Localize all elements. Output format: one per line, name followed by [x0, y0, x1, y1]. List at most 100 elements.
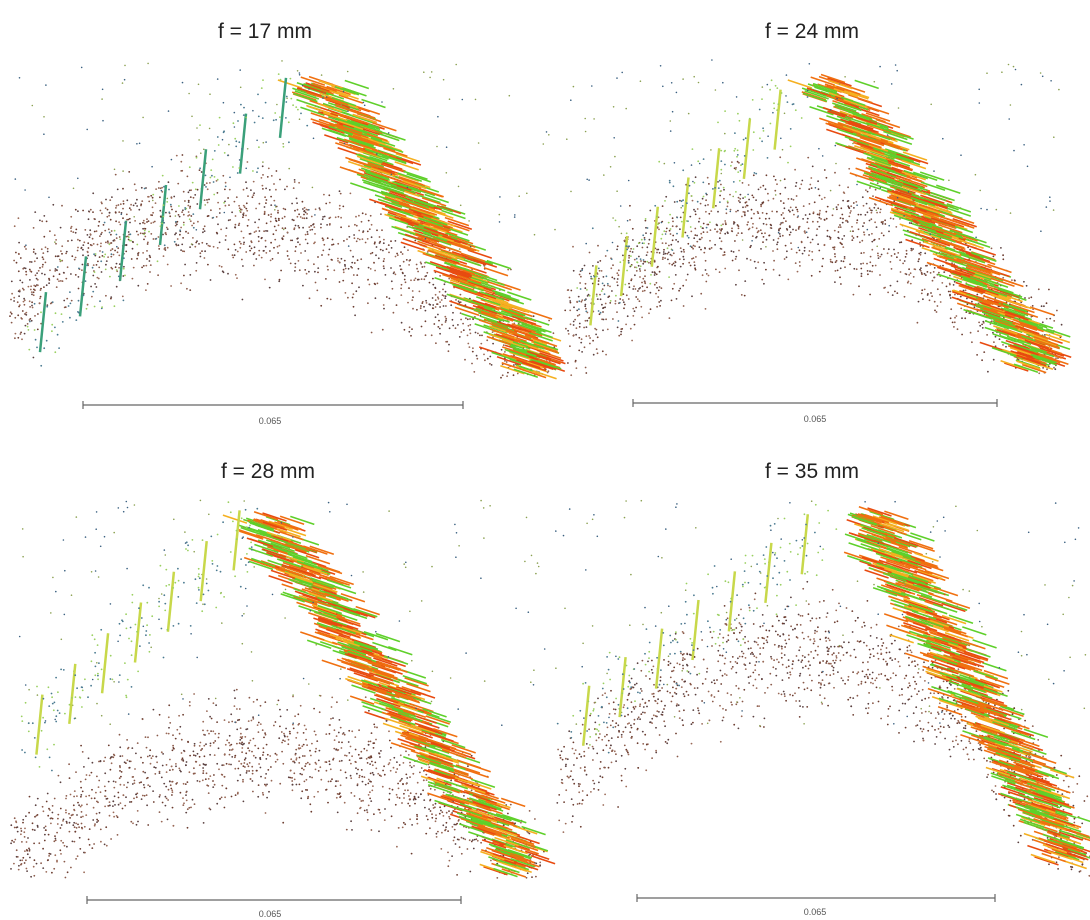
point: [467, 318, 469, 320]
point: [298, 227, 300, 229]
point: [950, 291, 952, 293]
point: [632, 308, 634, 310]
point: [876, 226, 878, 228]
point: [475, 838, 477, 840]
point: [24, 189, 26, 191]
point: [878, 238, 880, 240]
point: [45, 84, 47, 86]
point: [82, 244, 84, 246]
point: [760, 206, 762, 208]
point: [597, 261, 599, 263]
point: [110, 219, 112, 221]
point: [445, 291, 447, 293]
point: [253, 265, 255, 267]
point: [1028, 297, 1030, 299]
point: [261, 87, 263, 89]
point: [102, 251, 104, 253]
point: [938, 272, 940, 274]
point: [636, 261, 638, 263]
point: [19, 77, 21, 79]
point: [987, 371, 989, 373]
point: [281, 751, 283, 753]
point: [199, 167, 201, 169]
point: [20, 332, 22, 334]
point: [507, 269, 509, 271]
point: [148, 231, 150, 233]
point: [872, 265, 874, 267]
point: [548, 320, 550, 322]
point: [378, 257, 380, 259]
point: [353, 234, 355, 236]
point: [934, 277, 936, 279]
point: [165, 232, 167, 234]
point: [238, 224, 240, 226]
point: [15, 333, 17, 335]
point: [761, 233, 763, 235]
point: [869, 294, 871, 296]
point: [874, 239, 876, 241]
point: [181, 244, 183, 246]
point: [860, 214, 862, 216]
point: [768, 218, 770, 220]
point: [625, 245, 627, 247]
point: [117, 247, 119, 249]
point: [408, 264, 410, 266]
point: [670, 233, 672, 235]
point: [553, 332, 555, 334]
point: [704, 248, 706, 250]
point: [851, 226, 853, 228]
point: [239, 247, 241, 249]
point: [104, 222, 106, 224]
point: [293, 772, 295, 774]
point: [297, 109, 299, 111]
point: [860, 252, 862, 254]
point: [818, 148, 820, 150]
point: [257, 94, 259, 96]
point: [703, 223, 705, 225]
point: [263, 142, 265, 144]
point: [67, 240, 69, 242]
point: [680, 217, 682, 219]
point: [721, 240, 723, 242]
point: [611, 258, 613, 260]
point: [700, 203, 702, 205]
point: [738, 197, 740, 199]
point: [369, 228, 371, 230]
point: [694, 228, 696, 230]
point: [607, 296, 609, 298]
point: [836, 98, 838, 100]
point: [662, 205, 664, 207]
point: [162, 765, 164, 767]
point: [162, 216, 164, 218]
point: [807, 90, 809, 92]
point: [89, 229, 91, 231]
point: [112, 240, 114, 242]
point: [335, 785, 337, 787]
point: [632, 228, 634, 230]
point: [740, 170, 742, 172]
point: [20, 257, 22, 259]
point: [234, 705, 236, 707]
point: [136, 199, 138, 201]
point: [354, 262, 356, 264]
point: [43, 286, 45, 288]
point: [847, 221, 849, 223]
point: [407, 187, 409, 189]
point: [818, 226, 820, 228]
point: [983, 322, 985, 324]
point: [473, 371, 475, 373]
point: [762, 212, 764, 214]
point: [34, 329, 36, 331]
point: [280, 270, 282, 272]
point: [328, 254, 330, 256]
point: [416, 268, 418, 270]
point: [902, 263, 904, 265]
point: [172, 749, 174, 751]
point: [321, 254, 323, 256]
point: [383, 265, 385, 267]
point: [658, 229, 660, 231]
point: [98, 267, 100, 269]
point: [325, 203, 327, 205]
point: [61, 253, 63, 255]
point: [858, 214, 860, 216]
